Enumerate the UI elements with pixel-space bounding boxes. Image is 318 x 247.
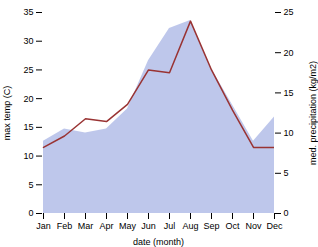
svg-text:Sep: Sep (203, 221, 219, 231)
svg-text:25: 25 (284, 7, 294, 17)
svg-text:May: May (119, 221, 137, 231)
svg-text:20: 20 (23, 94, 33, 104)
svg-text:5: 5 (28, 180, 33, 190)
svg-text:Jun: Jun (141, 221, 156, 231)
svg-text:35: 35 (23, 7, 33, 17)
svg-text:0: 0 (284, 208, 289, 218)
svg-text:10: 10 (284, 128, 294, 138)
svg-text:20: 20 (284, 48, 294, 58)
svg-text:Oct: Oct (225, 221, 240, 231)
svg-text:Feb: Feb (57, 221, 73, 231)
svg-text:Jan: Jan (36, 221, 51, 231)
svg-text:10: 10 (23, 151, 33, 161)
svg-text:Jul: Jul (164, 221, 176, 231)
svg-text:25: 25 (23, 65, 33, 75)
svg-text:Mar: Mar (78, 221, 94, 231)
svg-text:Apr: Apr (99, 221, 113, 231)
svg-text:date (month): date (month) (133, 237, 184, 247)
svg-text:5: 5 (284, 168, 289, 178)
svg-text:15: 15 (23, 122, 33, 132)
svg-text:Dec: Dec (266, 221, 283, 231)
svg-text:med. precipitation (kg/m2): med. precipitation (kg/m2) (308, 61, 318, 165)
svg-text:Aug: Aug (182, 221, 198, 231)
svg-text:Nov: Nov (245, 221, 262, 231)
svg-text:max temp (C): max temp (C) (2, 86, 12, 141)
svg-text:15: 15 (284, 88, 294, 98)
svg-text:30: 30 (23, 36, 33, 46)
svg-text:0: 0 (28, 208, 33, 218)
